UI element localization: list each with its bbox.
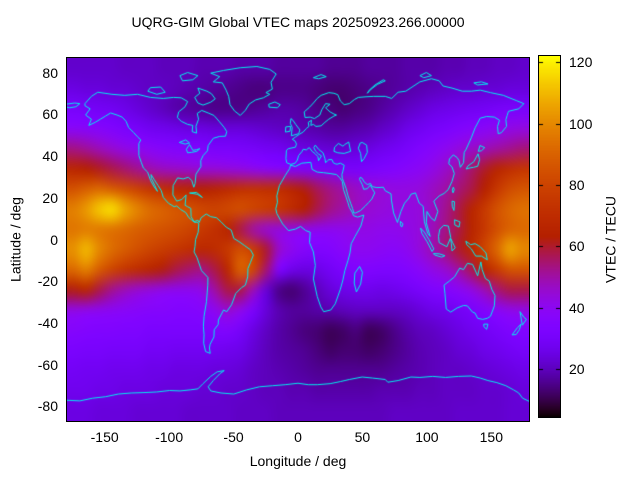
y-tick-label: 20	[42, 189, 58, 206]
y-tick-label: -40	[37, 314, 58, 331]
x-tick-label: 150	[479, 429, 503, 445]
colorbar-gradient-canvas	[539, 56, 560, 417]
x-tick-label: -150	[90, 429, 119, 445]
y-tick-label: -20	[37, 273, 58, 290]
y-tick-label: -80	[37, 398, 58, 415]
y-tick-label: 60	[42, 106, 58, 123]
x-tick-label: 100	[415, 429, 439, 445]
colorbar-tick-label: 40	[569, 299, 585, 316]
colorbar-tick-label: 100	[569, 115, 593, 132]
x-tick-label: 50	[354, 429, 371, 445]
colorbar	[538, 55, 561, 418]
colorbar-tick-label: 120	[569, 54, 593, 71]
y-tick-label: 80	[42, 64, 58, 81]
colorbar-tick-label: 80	[569, 177, 585, 194]
y-axis-label: Latitude / deg	[7, 197, 24, 282]
vtec-heatmap-canvas	[67, 58, 529, 421]
figure-title: UQRG-GIM Global VTEC maps 20250923.266.0…	[131, 14, 465, 30]
map-plot-area	[66, 57, 530, 422]
x-tick-label: 0	[294, 429, 302, 445]
x-tick-label: -100	[155, 429, 184, 445]
colorbar-axis-label: VTEC / TECU	[602, 196, 619, 283]
colorbar-tick-label: 20	[569, 361, 585, 378]
x-tick-label: -50	[223, 429, 244, 445]
colorbar-tick-label: 60	[569, 238, 585, 255]
y-tick-label: 0	[50, 231, 58, 248]
y-tick-label: 40	[42, 148, 58, 165]
x-axis-label: Longitude / deg	[249, 453, 347, 469]
y-tick-label: -60	[37, 356, 58, 373]
